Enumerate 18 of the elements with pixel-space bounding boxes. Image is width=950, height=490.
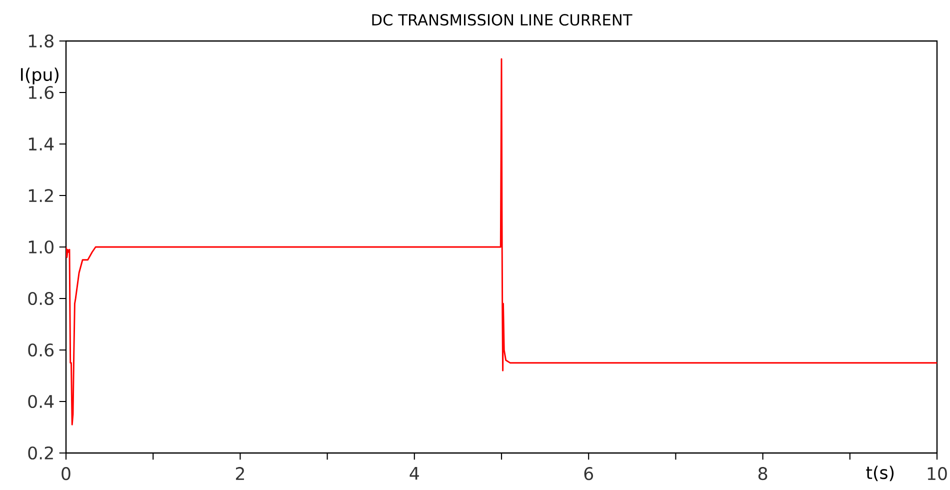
chart-title: DC TRANSMISSION LINE CURRENT <box>372 14 632 26</box>
y-tick-label: 1.4 <box>28 138 54 150</box>
x-tick-label: 8 <box>758 467 768 480</box>
y-tick-label: 1.2 <box>28 189 53 202</box>
x-tick-label: 10 <box>928 467 947 480</box>
y-tick-label: 0.2 <box>28 446 53 460</box>
y-tick-label: 1.0 <box>28 240 54 254</box>
y-tick-label: 0.6 <box>28 343 54 357</box>
x-tick-label: 2 <box>236 467 244 480</box>
y-tick-label: 1.8 <box>28 34 54 48</box>
x-tick-label: 6 <box>584 467 594 480</box>
x-tick-label: 0 <box>62 467 70 480</box>
y-tick-label: 0.8 <box>28 292 54 306</box>
x-tick-label: 4 <box>410 467 419 480</box>
y-axis-title: I(pu) <box>21 68 58 84</box>
y-tick-label: 1.6 <box>28 86 54 100</box>
y-tick-label: 0.4 <box>28 394 54 408</box>
x-axis-title: t(s) <box>866 466 894 482</box>
